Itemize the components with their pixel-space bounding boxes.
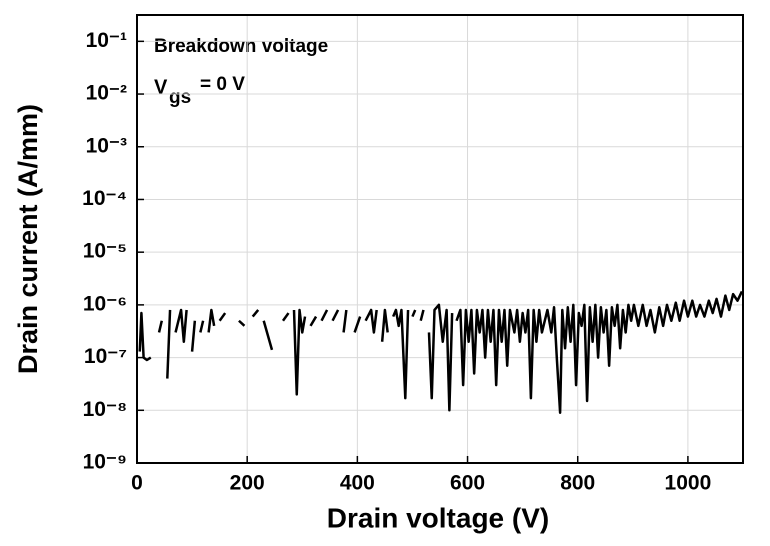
x-tick-label: 400 bbox=[340, 472, 375, 495]
y-tick-label: 10⁻⁷ bbox=[84, 345, 127, 368]
y-tick-label: 10⁻⁸ bbox=[83, 398, 127, 421]
x-tick-label: 200 bbox=[230, 472, 265, 495]
annotation: Breakdown voltage bbox=[154, 36, 328, 57]
y-axis-label: Drain current (A/mm) bbox=[13, 104, 43, 374]
y-tick-label: 10⁻³ bbox=[86, 134, 127, 157]
x-tick-label: 0 bbox=[131, 472, 143, 495]
annotation-subscript: gs bbox=[169, 87, 191, 108]
data-line bbox=[138, 290, 744, 414]
x-tick-label: 600 bbox=[450, 472, 485, 495]
x-tick-label: 800 bbox=[560, 472, 595, 495]
plot-frame bbox=[136, 14, 744, 464]
x-axis-label: Drain voltage (V) bbox=[327, 502, 549, 533]
y-tick-label: 10⁻⁴ bbox=[82, 187, 127, 210]
y-tick-label: 10⁻⁵ bbox=[83, 240, 127, 263]
annotation-symbol: V bbox=[154, 76, 168, 98]
annotation-rest: = 0 V bbox=[200, 74, 245, 95]
y-tick-label: 10⁻⁶ bbox=[83, 292, 127, 315]
x-tick-label: 1000 bbox=[665, 472, 712, 495]
y-tick-label: 10⁻² bbox=[86, 82, 127, 105]
y-tick-label: 10⁻¹ bbox=[86, 29, 127, 52]
y-tick-label: 10⁻⁹ bbox=[83, 451, 127, 474]
